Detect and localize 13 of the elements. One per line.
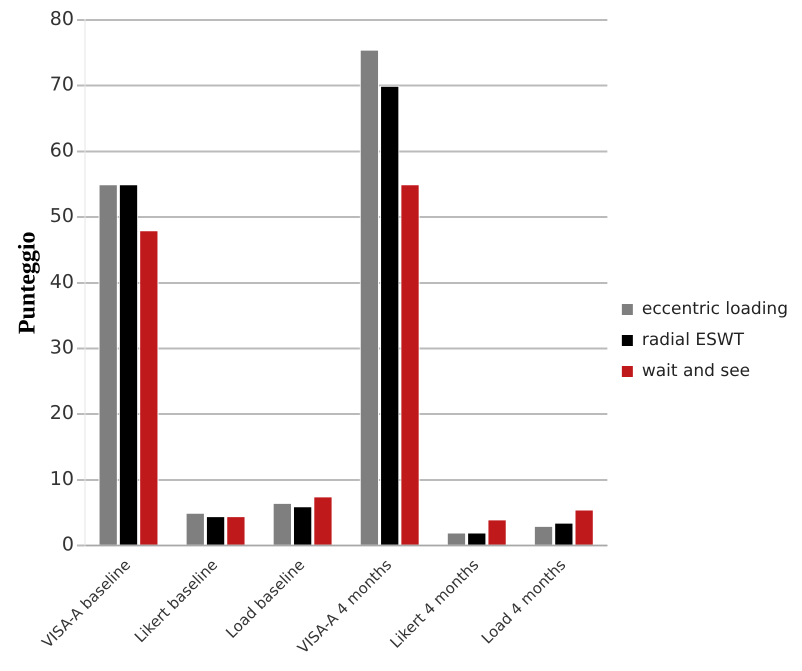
y-tick-label: 30 bbox=[50, 336, 74, 358]
legend-label: eccentric loading bbox=[642, 298, 788, 319]
y-tick-label: 20 bbox=[50, 402, 74, 424]
y-axis-title: Punteggio bbox=[14, 231, 41, 334]
y-tick-label: 60 bbox=[50, 139, 74, 162]
y-tick-label: 0 bbox=[62, 534, 74, 556]
y-tick-label: 80 bbox=[50, 8, 74, 30]
y-tick-label: 50 bbox=[50, 205, 74, 228]
y-tick-label: 70 bbox=[50, 74, 74, 96]
legend-label: radial ESWT bbox=[642, 330, 745, 350]
legend-label: wait and see bbox=[642, 360, 750, 381]
y-tick-label: 40 bbox=[50, 270, 74, 293]
y-tick-label: 10 bbox=[50, 468, 74, 490]
